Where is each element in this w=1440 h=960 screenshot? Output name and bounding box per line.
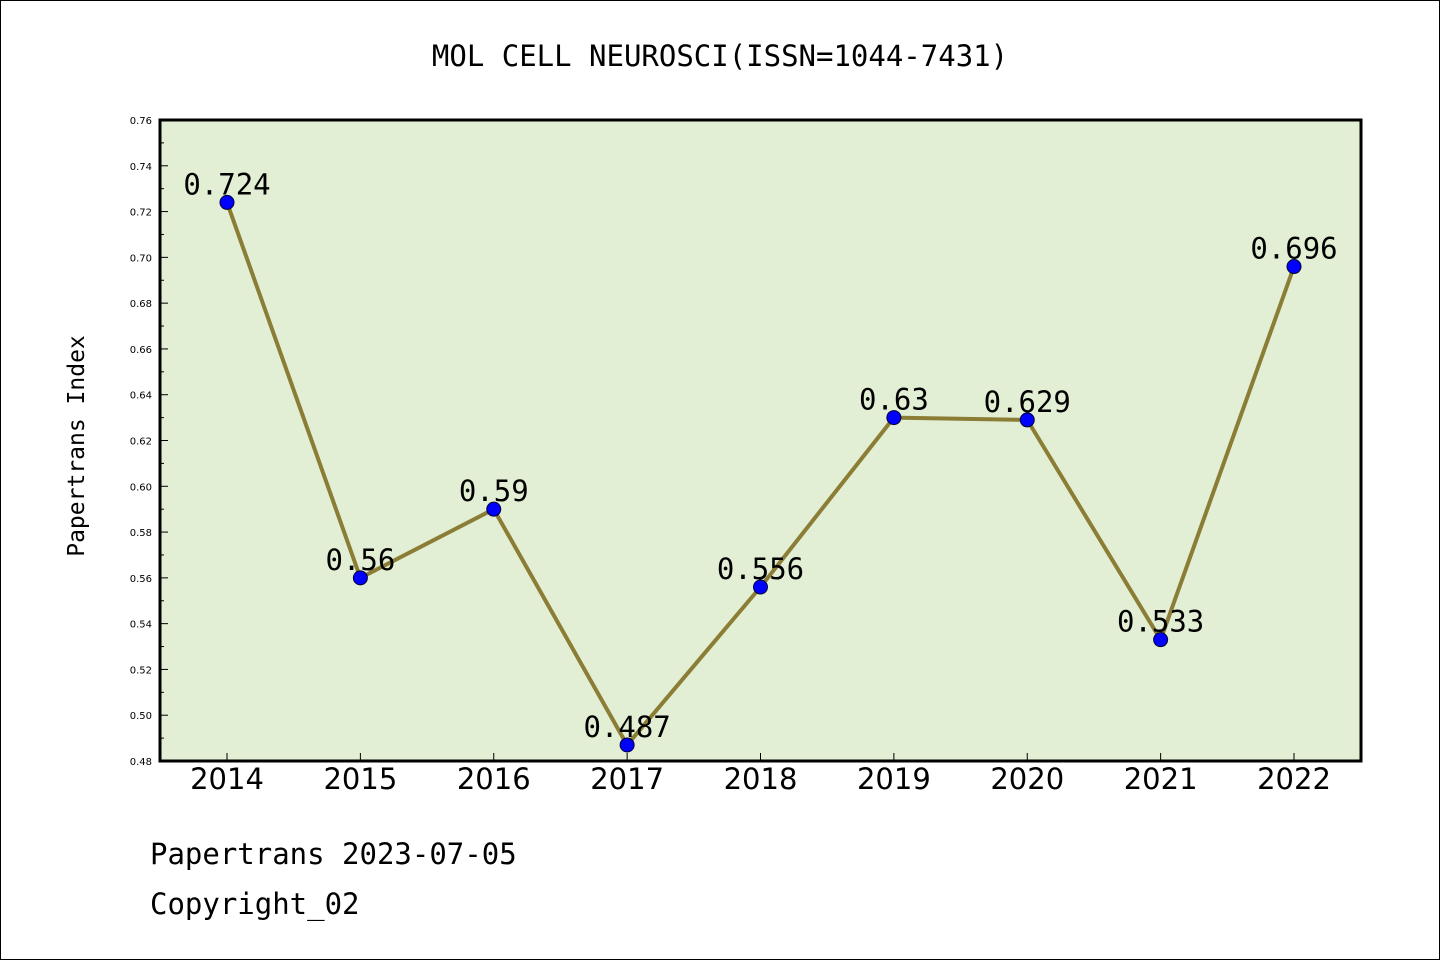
data-label: 0.629: [984, 385, 1071, 419]
data-label: 0.487: [583, 710, 670, 744]
y-axis-label: Papertrans Index: [64, 335, 90, 557]
y-axis: 0.48 0.50 0.52 0.54 0.56 0.58 0.60 0.62 0.64 0.66…: [130, 116, 168, 768]
x-tick-label: 2014: [190, 762, 264, 796]
x-axis: 2014 2015 2016 2017 2018 2019 2020 2021 2022: [190, 753, 1331, 796]
plot-area: [158, 118, 1363, 763]
y-tick-label: 0.66: [130, 345, 152, 356]
y-tick-label: 0.50: [130, 711, 152, 722]
data-labels: 0.724 0.56 0.59 0.487 0.556 0.63 0.629 0.533 0.6…: [183, 167, 1337, 744]
y-tick-label: 0.54: [130, 620, 152, 631]
data-point-marker: [219, 194, 235, 210]
y-tick-label: 0.62: [130, 437, 152, 448]
data-point-marker: [352, 570, 368, 586]
chart-title: MOL CELL NEUROSCI(ISSN=1044-7431): [432, 39, 1008, 73]
data-label: 0.56: [325, 543, 395, 577]
y-tick-label: 0.72: [130, 208, 152, 219]
data-point-marker: [1019, 412, 1035, 428]
footer-copyright: Copyright_02: [150, 887, 360, 922]
x-tick-label: 2016: [457, 762, 531, 796]
x-tick-label: 2021: [1124, 762, 1198, 796]
y-tick-label: 0.56: [130, 574, 152, 585]
data-label: 0.556: [717, 552, 804, 586]
data-label: 0.59: [459, 474, 529, 508]
data-point-marker: [886, 410, 902, 426]
data-point-marker: [619, 737, 635, 753]
x-tick-label: 2015: [323, 762, 397, 796]
y-tick-label: 0.74: [130, 162, 152, 173]
data-label: 0.696: [1250, 232, 1337, 266]
x-tick-label: 2020: [990, 762, 1064, 796]
data-label: 0.724: [183, 167, 270, 201]
y-tick-label: 0.48: [130, 757, 152, 768]
x-tick-label: 2019: [857, 762, 931, 796]
y-tick-label: 0.52: [130, 665, 152, 676]
y-tick-label: 0.76: [130, 116, 152, 127]
data-point-marker: [753, 579, 768, 595]
x-tick-label: 2017: [590, 762, 664, 796]
y-tick-label: 0.60: [130, 482, 152, 493]
y-tick-label: 0.58: [130, 528, 152, 539]
y-tick-label: 0.68: [130, 299, 152, 310]
data-point-marker: [1153, 632, 1169, 648]
data-label: 0.63: [859, 383, 929, 417]
x-tick-label: 2018: [724, 762, 798, 796]
y-tick-label: 0.70: [130, 253, 152, 264]
data-point-marker: [1286, 259, 1302, 275]
data-label: 0.533: [1117, 605, 1204, 639]
data-points: [219, 194, 1302, 753]
x-tick-label: 2022: [1257, 762, 1331, 796]
y-tick-label: 0.64: [130, 391, 152, 402]
footer-date: Papertrans 2023-07-05: [150, 837, 517, 871]
data-point-marker: [486, 501, 502, 517]
